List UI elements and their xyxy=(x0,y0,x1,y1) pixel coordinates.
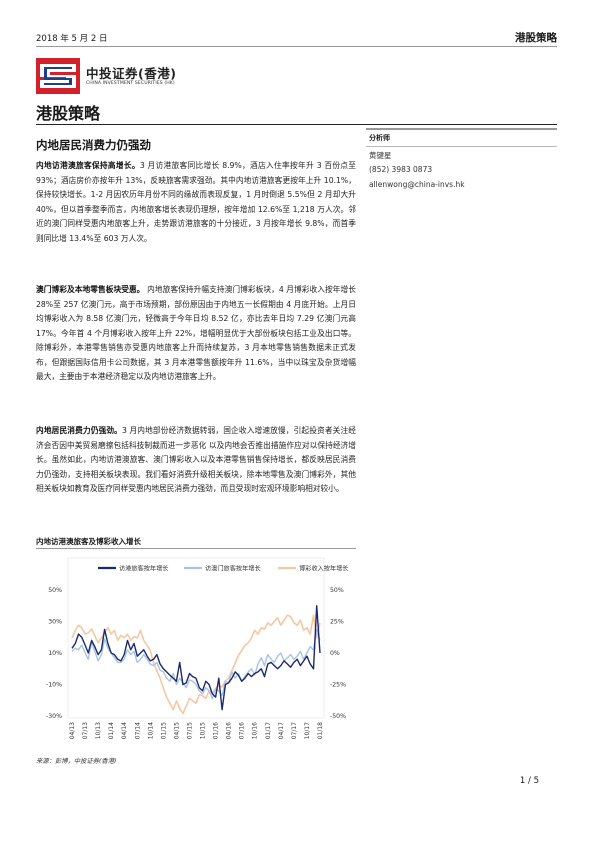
analyst-phone: (852) 3983 0873 xyxy=(369,165,433,174)
x-axis-tick-label: 01/18 xyxy=(317,722,324,739)
chart-svg: 50% 30% 10% -10% -30% 50% 25% 0% -25% -50% 04/13 07… xyxy=(46,557,349,739)
paragraph-text: 内地旅客保持升幅支持澳门博彩板块，4 月博彩收入按年增长 28%至 257 亿澳… xyxy=(36,285,356,381)
series-line xyxy=(71,605,321,711)
paragraph-visitors: 内地访港澳旅客保持高增长。3 月访港旅客同比增长 8.9%，酒店入住率按年升 3… xyxy=(36,159,356,246)
left-axis-tick-label: -10% xyxy=(46,682,62,689)
x-axis-tick-label: 04/15 xyxy=(173,722,180,739)
analyst-name: 黄键星 xyxy=(369,151,392,160)
legend-label: 访港旅客按年增长 xyxy=(119,565,169,573)
x-axis-tick-label: 07/14 xyxy=(134,722,141,739)
left-axis-tick-label: 30% xyxy=(48,619,62,626)
x-axis-tick-label: 04/14 xyxy=(121,722,128,739)
x-axis-tick-label: 07/15 xyxy=(186,722,193,739)
report-type: 港股策略 xyxy=(515,32,557,44)
company-logo: 中投证券(香港) CHINA INVESTMENT SECURITIES (HK… xyxy=(36,58,184,98)
paragraph-text: 3 月内地部份经济数据转弱，国企收入增速放慢，引起投资者关注经济会否因中美贸易磨… xyxy=(36,426,356,493)
paragraph-text: 3 月访港旅客同比增长 8.9%，酒店入住率按年升 3 百份点至 93%；酒店房… xyxy=(36,161,356,243)
logo-english-name: CHINA INVESTMENT SECURITIES (HK) xyxy=(86,81,175,86)
right-axis-tick-label: -25% xyxy=(330,682,346,689)
left-axis-tick-label: -30% xyxy=(46,713,62,720)
sidebar-top-rule xyxy=(366,128,557,130)
page-title: 港股策略 xyxy=(36,104,101,123)
left-axis-tick-label: 50% xyxy=(48,587,62,594)
header-divider xyxy=(36,46,557,47)
x-axis-tick-label: 10/14 xyxy=(147,722,154,739)
x-axis-tick-label: 01/17 xyxy=(265,722,272,739)
x-axis-tick-label: 10/16 xyxy=(252,722,259,739)
legend-label: 访澳门旅客按年增长 xyxy=(205,565,261,573)
source-note: 来源：彭博，中投证券(香港) xyxy=(36,758,117,765)
paragraph-lead: 内地访港澳旅客保持高增长。 xyxy=(36,161,140,170)
x-axis-tick-label: 10/15 xyxy=(200,722,207,739)
chart-title-rule xyxy=(36,548,356,549)
growth-line-chart: 50% 30% 10% -10% -30% 50% 25% 0% -25% -50% 04/13 07… xyxy=(36,552,356,744)
x-axis-tick-label: 04/13 xyxy=(69,722,76,739)
paragraph-lead: 澳门博彩及本地零售板块受惠。 xyxy=(36,285,145,294)
chart-title: 内地访港澳旅客及博彩收入增长 xyxy=(36,537,141,546)
x-axis-tick-label: 04/17 xyxy=(278,722,285,739)
x-axis-tick-label: 10/13 xyxy=(95,722,102,739)
legend-label: 博彩收入按年增长 xyxy=(299,565,349,573)
analyst-email[interactable]: allenwong@china-invs.hk xyxy=(369,180,465,189)
logo-chinese-name: 中投证券(香港) xyxy=(86,66,177,81)
right-axis-tick-label: 0% xyxy=(330,650,340,657)
x-axis-tick-label: 07/17 xyxy=(291,722,298,739)
x-axis-tick-label: 10/17 xyxy=(304,722,311,739)
x-axis-tick-label: 04/16 xyxy=(226,722,233,739)
x-axis-tick-label: 07/13 xyxy=(82,722,89,739)
paragraph-gaming: 澳门博彩及本地零售板块受惠。 内地旅客保持升幅支持澳门博彩板块，4 月博彩收入按… xyxy=(36,283,356,385)
report-date: 2018 年 5 月 2 日 xyxy=(36,34,108,44)
right-axis-tick-label: -50% xyxy=(330,713,346,720)
x-axis-tick-label: 07/16 xyxy=(239,722,246,739)
sidebar-divider xyxy=(366,146,557,147)
series-line xyxy=(71,614,321,715)
right-axis-tick-label: 25% xyxy=(330,619,344,626)
analyst-heading: 分析师 xyxy=(369,134,390,142)
x-axis-tick-label: 01/14 xyxy=(108,722,115,739)
logo-mark-icon xyxy=(36,58,80,94)
x-axis-tick-label: 01/15 xyxy=(160,722,167,739)
paragraph-lead: 内地居民消费力仍强劲。 xyxy=(36,426,122,435)
plot-frame xyxy=(67,557,325,719)
left-axis-tick-label: 10% xyxy=(48,650,62,657)
series-line xyxy=(71,628,321,700)
x-axis-tick-label: 01/16 xyxy=(213,722,220,739)
paragraph-consumption: 内地居民消费力仍强劲。3 月内地部份经济数据转弱，国企收入增速放慢，引起投资者关… xyxy=(36,424,356,497)
page-number: 1 / 5 xyxy=(519,776,539,786)
article-title: 内地居民消费力仍强劲 xyxy=(36,138,151,152)
right-axis-tick-label: 50% xyxy=(330,587,344,594)
title-divider xyxy=(36,124,557,125)
